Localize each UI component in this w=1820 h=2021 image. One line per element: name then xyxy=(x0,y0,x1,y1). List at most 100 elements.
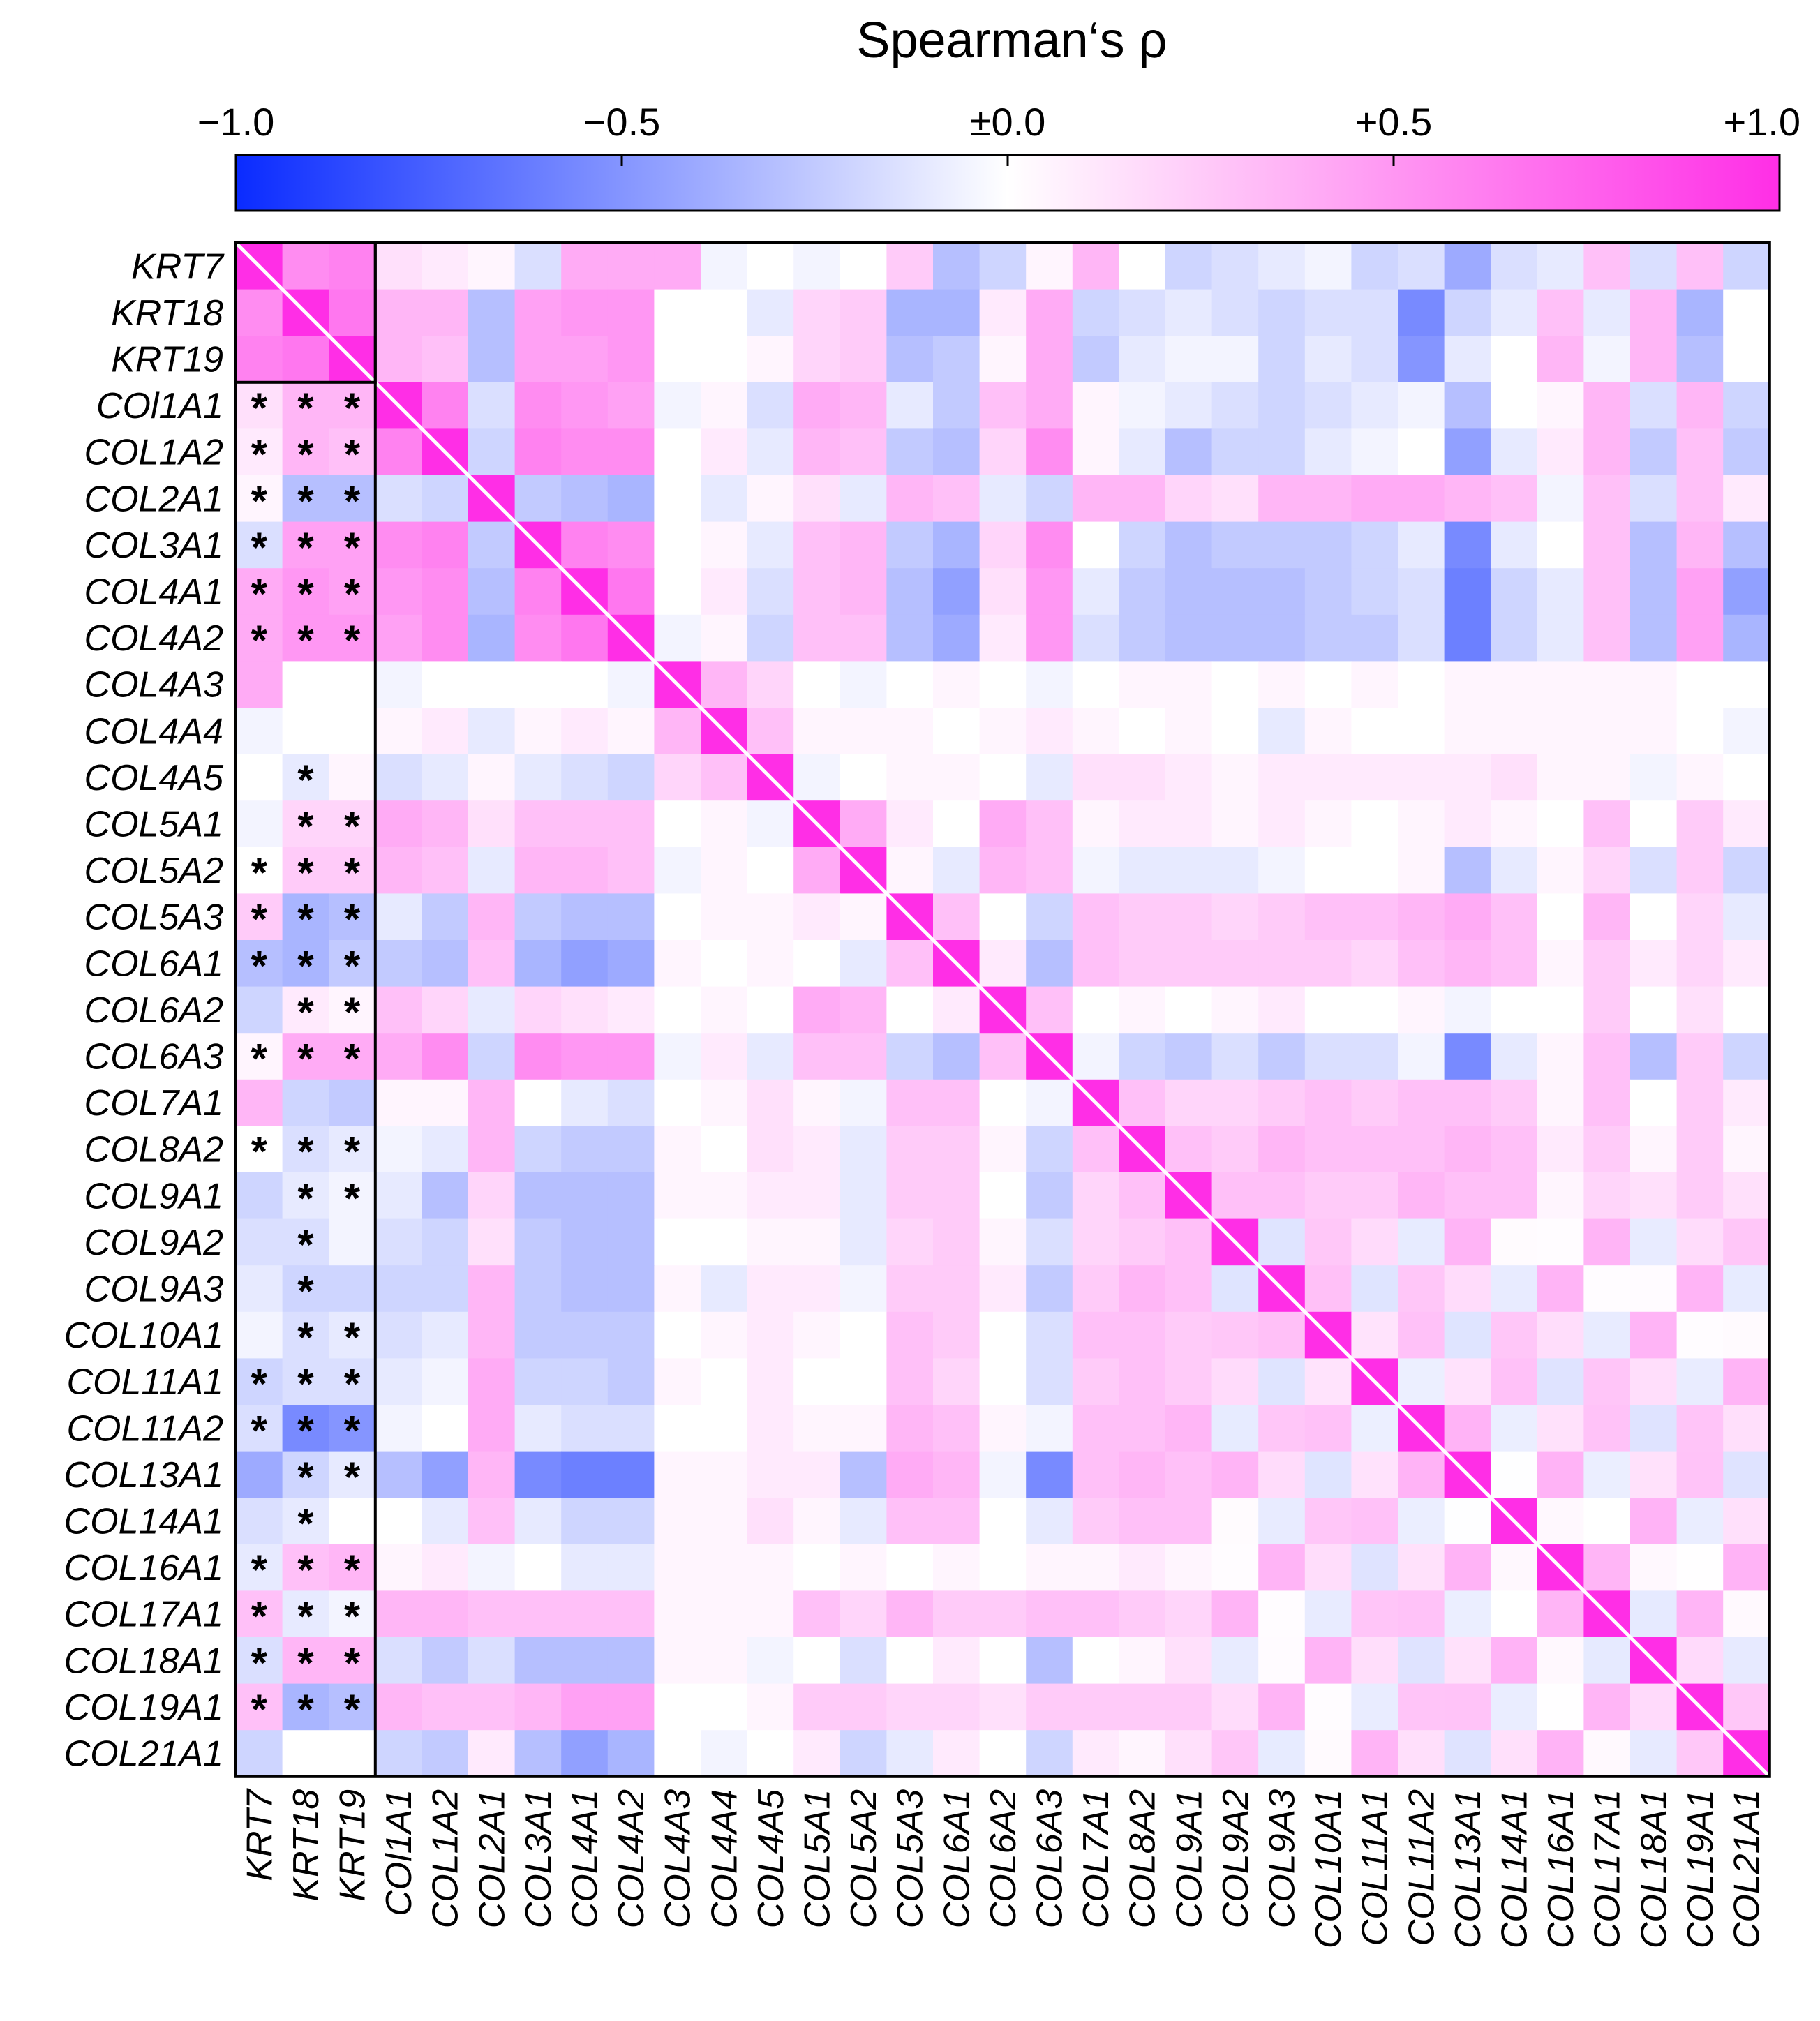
heatmap-cell xyxy=(561,1172,609,1220)
heatmap-cell xyxy=(886,1544,934,1592)
heatmap-cell xyxy=(375,893,423,941)
heatmap-cell xyxy=(1676,1451,1724,1498)
column-label: COL4A4 xyxy=(704,1789,745,1928)
heatmap-cell xyxy=(1723,1033,1770,1080)
heatmap-cell xyxy=(793,661,841,708)
heatmap-cell xyxy=(1537,986,1585,1034)
heatmap-cell xyxy=(1119,1033,1166,1080)
heatmap-cell xyxy=(329,1730,376,1777)
heatmap-cell xyxy=(375,708,423,755)
heatmap-cell xyxy=(747,1265,794,1313)
row-label: COL11A1 xyxy=(66,1362,223,1403)
heatmap-cell xyxy=(1676,1498,1724,1545)
heatmap-cell xyxy=(1444,708,1491,755)
heatmap-cell xyxy=(236,1079,283,1127)
heatmap-cell xyxy=(886,243,934,290)
significance-star: * xyxy=(297,896,314,943)
heatmap-cell xyxy=(1072,428,1120,476)
heatmap-cell xyxy=(1119,847,1166,895)
heatmap-cell xyxy=(282,708,329,755)
column-label: COL5A3 xyxy=(890,1789,931,1929)
row-label: COL18A1 xyxy=(64,1641,223,1681)
heatmap-cell xyxy=(1119,1590,1166,1638)
heatmap-cell xyxy=(1676,1590,1724,1638)
heatmap-cell xyxy=(1351,1590,1398,1638)
heatmap-cell xyxy=(1537,1126,1585,1173)
column-label: COL9A2 xyxy=(1216,1789,1256,1929)
heatmap-cell xyxy=(468,1358,516,1405)
heatmap-cell xyxy=(886,1498,934,1545)
heatmap-cell xyxy=(1351,1637,1398,1685)
heatmap-cell xyxy=(793,1683,841,1731)
heatmap-cell xyxy=(840,1079,888,1127)
heatmap-cell xyxy=(1072,475,1120,523)
heatmap-cell xyxy=(1491,289,1538,336)
heatmap-cell xyxy=(1258,475,1306,523)
heatmap-cell xyxy=(1630,1079,1678,1127)
heatmap-cell xyxy=(1583,428,1631,476)
heatmap-cell xyxy=(1211,1451,1259,1498)
heatmap-cell xyxy=(561,382,609,430)
heatmap-cell xyxy=(1258,382,1306,430)
heatmap-cell xyxy=(654,1637,701,1685)
heatmap-cell xyxy=(793,382,841,430)
heatmap-cell xyxy=(1165,1544,1213,1592)
heatmap-cell xyxy=(1072,708,1120,755)
heatmap-cell xyxy=(1258,1172,1306,1220)
heatmap-cell xyxy=(422,1590,469,1638)
heatmap-cell xyxy=(514,986,562,1034)
heatmap-cell xyxy=(793,1730,841,1777)
heatmap-cell xyxy=(1351,382,1398,430)
heatmap-cell xyxy=(329,243,376,290)
heatmap-cell xyxy=(375,1730,423,1777)
heatmap-cell xyxy=(561,1265,609,1313)
heatmap-cell xyxy=(1258,336,1306,383)
heatmap-cell xyxy=(514,382,562,430)
heatmap-cell xyxy=(329,1544,376,1592)
heatmap-cell xyxy=(654,336,701,383)
heatmap-cell xyxy=(701,661,748,708)
heatmap-cell xyxy=(1583,1498,1631,1545)
heatmap-cell xyxy=(1072,1358,1120,1405)
heatmap-cell xyxy=(1211,1544,1259,1592)
heatmap-cell xyxy=(979,521,1027,569)
heatmap-cell xyxy=(1072,1590,1120,1638)
heatmap-cell xyxy=(933,1172,980,1220)
heatmap-cell xyxy=(886,1405,934,1452)
heatmap-cell xyxy=(1676,800,1724,848)
heatmap-cell xyxy=(282,243,329,290)
heatmap-cell xyxy=(933,1498,980,1545)
heatmap-cell xyxy=(840,893,888,941)
significance-star: * xyxy=(297,385,314,431)
heatmap-cell xyxy=(375,800,423,848)
heatmap-cell xyxy=(561,1311,609,1359)
significance-star: * xyxy=(251,571,268,618)
heatmap-cell xyxy=(1398,893,1445,941)
heatmap-cell xyxy=(607,1637,655,1685)
significance-star: * xyxy=(344,1546,361,1593)
heatmap-cell xyxy=(1211,475,1259,523)
row-label: COL5A2 xyxy=(84,851,224,891)
row-label: COL3A1 xyxy=(84,525,223,566)
heatmap-cell xyxy=(282,1265,329,1313)
heatmap-cell xyxy=(1165,708,1213,755)
heatmap-cell xyxy=(236,847,283,895)
heatmap-cell xyxy=(1630,289,1678,336)
heatmap-cell xyxy=(514,475,562,523)
column-label: COL5A1 xyxy=(798,1789,838,1928)
heatmap-cell xyxy=(607,243,655,290)
heatmap-cell xyxy=(1258,1637,1306,1685)
heatmap-cell xyxy=(375,1358,423,1405)
significance-star: * xyxy=(344,617,361,664)
heatmap-cell xyxy=(561,1498,609,1545)
heatmap-cell xyxy=(1583,1683,1631,1731)
colorbar-tick-label: +0.5 xyxy=(1355,100,1433,144)
heatmap-cell xyxy=(654,1079,701,1127)
heatmap-cell xyxy=(1444,1126,1491,1173)
heatmap-cell xyxy=(1072,754,1120,801)
heatmap-cell xyxy=(1723,1405,1770,1452)
heatmap-cell xyxy=(236,708,283,755)
heatmap-cell xyxy=(1537,1033,1585,1080)
heatmap-cell xyxy=(1211,940,1259,987)
heatmap-cell xyxy=(282,1590,329,1638)
